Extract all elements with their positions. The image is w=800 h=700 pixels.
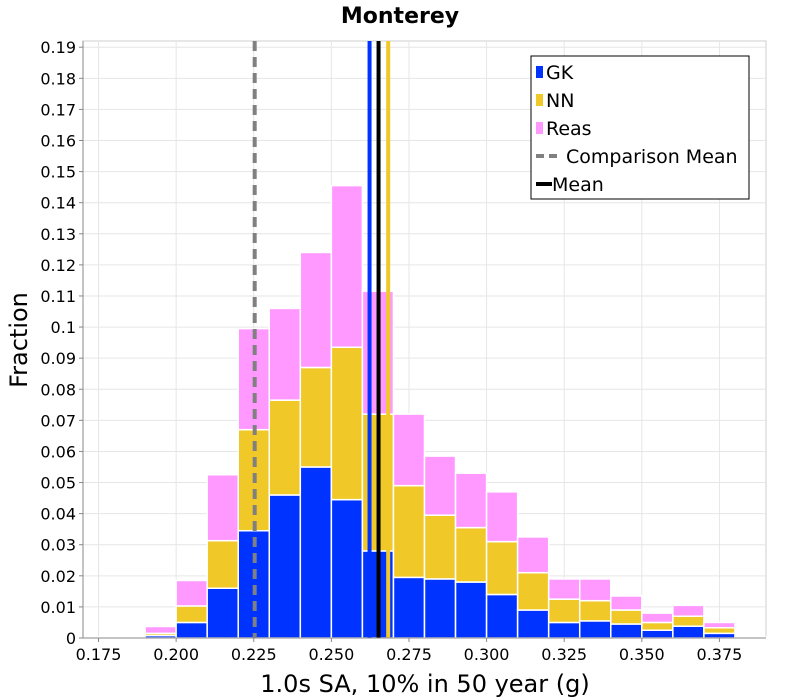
x-tick-label: 0.325 (541, 645, 587, 664)
bar-gk (454, 581, 488, 639)
bar-nn (423, 514, 457, 580)
bar-reas (485, 491, 519, 543)
legend-label-reas: Reas (546, 118, 592, 140)
bar-nn (578, 599, 612, 622)
y-tick-label: 0.19 (40, 38, 76, 57)
y-tick-label: 0.02 (40, 567, 76, 586)
y-tick-label: 0.14 (40, 194, 76, 213)
x-axis-title: 1.0s SA, 10% in 50 year (g) (260, 670, 589, 698)
y-tick-label: 0.18 (40, 69, 76, 88)
y-tick-label: 0.07 (40, 411, 76, 430)
x-tick-label: 0.200 (153, 645, 199, 664)
bar-gk (299, 466, 333, 639)
x-axis-ticks: 0.175 0.200 0.225 0.250 0.275 0.300 0.325 0.350… (76, 638, 743, 664)
bar-reas (144, 625, 177, 635)
bar-nn (175, 605, 208, 624)
x-tick-label: 0.175 (76, 645, 122, 664)
bar-reas (516, 536, 550, 574)
bar-nn (299, 366, 333, 468)
x-tick-label: 0.275 (386, 645, 432, 664)
bar-gk (330, 498, 364, 639)
bar-nn (330, 346, 364, 501)
y-axis-ticks: 0 0.01 0.02 0.03 0.04 0.05 0.06 0.07 0.08 0.09 0.1… (40, 38, 83, 648)
mean-lines (252, 41, 391, 638)
bar-gk (392, 576, 426, 639)
legend: GK NN Reas Comparison Mean Mean (530, 55, 750, 200)
legend-label-nn: NN (546, 90, 574, 112)
grid (83, 41, 766, 638)
bar-reas (454, 472, 488, 529)
bar-nn (392, 484, 426, 579)
legend-box (530, 55, 750, 200)
bar-reas (206, 474, 239, 542)
legend-label-mean: Mean (552, 174, 604, 196)
x-tick-label: 0.350 (619, 645, 665, 664)
bar-reas (268, 307, 302, 401)
y-tick-label: 0.13 (40, 225, 76, 244)
bar-reas (578, 578, 612, 602)
y-tick-label: 0.17 (40, 100, 76, 119)
bar-reas (641, 612, 674, 624)
bar-reas (423, 455, 457, 516)
y-tick-label: 0.01 (40, 598, 76, 617)
bar-gk (578, 620, 612, 639)
y-tick-label: 0.06 (40, 442, 76, 461)
bar-reas (330, 184, 364, 349)
y-tick-label: 0.04 (40, 505, 76, 524)
bar-nn (516, 571, 550, 611)
bar-gk (423, 578, 457, 639)
bar-reas (610, 595, 643, 611)
legend-label-gk: GK (546, 62, 574, 84)
bar-gk (175, 621, 208, 639)
y-axis-title: Fraction (5, 292, 33, 388)
bar-nn (206, 539, 239, 590)
x-tick-label: 0.375 (697, 645, 743, 664)
y-tick-label: 0 (66, 629, 76, 648)
legend-label-comparison-mean: Comparison Mean (566, 146, 738, 168)
y-tick-label: 0.09 (40, 349, 76, 368)
bar-reas (175, 579, 208, 607)
legend-swatch-reas (536, 122, 543, 134)
bar-gk (516, 609, 550, 639)
bar-nn (454, 526, 488, 583)
x-tick-label: 0.300 (464, 645, 510, 664)
bar-nn (703, 626, 736, 635)
bar-reas (299, 251, 333, 369)
chart-title: Monterey (341, 4, 459, 29)
y-tick-label: 0.1 (51, 318, 76, 337)
bar-gk (485, 593, 519, 639)
y-tick-label: 0.12 (40, 256, 76, 275)
y-tick-label: 0.11 (40, 287, 76, 306)
bar-gk (206, 587, 239, 639)
bar-reas (392, 413, 426, 487)
y-tick-label: 0.05 (40, 474, 76, 493)
x-tick-label: 0.225 (231, 645, 277, 664)
bar-nn (641, 621, 674, 631)
bar-gk (268, 494, 302, 639)
y-tick-label: 0.03 (40, 536, 76, 555)
bar-gk (610, 623, 643, 639)
bar-gk (672, 625, 705, 639)
x-tick-label: 0.250 (308, 645, 354, 664)
y-tick-label: 0.16 (40, 132, 76, 151)
bar-nn (610, 609, 643, 625)
bar-gk (547, 621, 581, 639)
legend-swatch-gk (536, 66, 543, 78)
bar-reas (672, 604, 705, 617)
bar-reas (703, 621, 736, 629)
legend-swatch-nn (536, 94, 543, 106)
bar-nn (672, 615, 705, 627)
bar-nn (485, 540, 519, 596)
bar-nn (547, 598, 581, 624)
y-tick-label: 0.15 (40, 163, 76, 182)
bar-reas (547, 578, 581, 600)
bar-nn (268, 399, 302, 496)
bar-gk (641, 629, 674, 639)
y-tick-label: 0.08 (40, 380, 76, 399)
